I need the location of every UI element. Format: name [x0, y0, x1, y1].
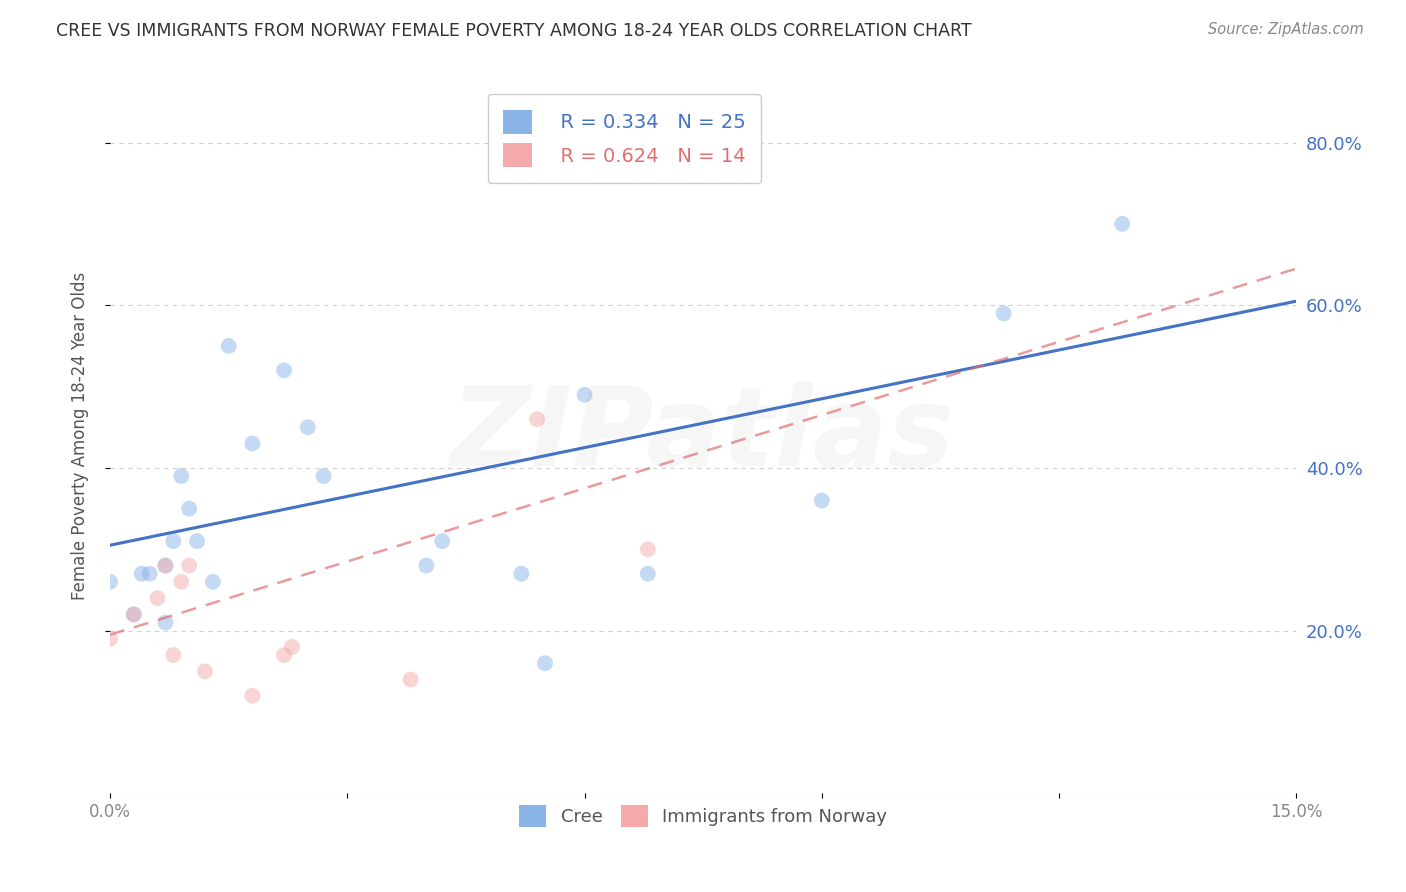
Point [242, 436, 264, 450]
Point [201, 574, 224, 589]
Point [534, 656, 557, 670]
Point [122, 607, 145, 622]
Text: CREE VS IMMIGRANTS FROM NORWAY FEMALE POVERTY AMONG 18-24 YEAR OLDS CORRELATION : CREE VS IMMIGRANTS FROM NORWAY FEMALE PO… [56, 22, 972, 40]
Point [242, 689, 264, 703]
Point [186, 534, 208, 549]
Y-axis label: Female Poverty Among 18-24 Year Olds: Female Poverty Among 18-24 Year Olds [72, 271, 89, 599]
Point [637, 542, 659, 557]
Point [179, 501, 201, 516]
Point [162, 534, 184, 549]
Point [162, 648, 184, 662]
Point [179, 558, 201, 573]
Legend: Cree, Immigrants from Norway: Cree, Immigrants from Norway [512, 798, 894, 834]
Point [138, 566, 160, 581]
Point [637, 566, 659, 581]
Point [574, 388, 596, 402]
Point [312, 469, 335, 483]
Point [273, 648, 295, 662]
Point [98, 632, 121, 646]
Point [526, 412, 548, 426]
Point [415, 558, 437, 573]
Point [432, 534, 454, 549]
Point [993, 306, 1015, 320]
Point [1111, 217, 1133, 231]
Point [131, 566, 153, 581]
Point [281, 640, 304, 654]
Point [194, 665, 217, 679]
Point [98, 574, 121, 589]
Point [155, 615, 177, 630]
Point [273, 363, 295, 377]
Point [170, 469, 193, 483]
Text: ZIPatlas: ZIPatlas [451, 382, 955, 489]
Text: Source: ZipAtlas.com: Source: ZipAtlas.com [1208, 22, 1364, 37]
Point [510, 566, 533, 581]
Point [122, 607, 145, 622]
Point [155, 558, 177, 573]
Point [218, 339, 240, 353]
Point [170, 574, 193, 589]
Point [146, 591, 169, 606]
Point [399, 673, 422, 687]
Point [155, 558, 177, 573]
Point [810, 493, 832, 508]
Point [297, 420, 319, 434]
